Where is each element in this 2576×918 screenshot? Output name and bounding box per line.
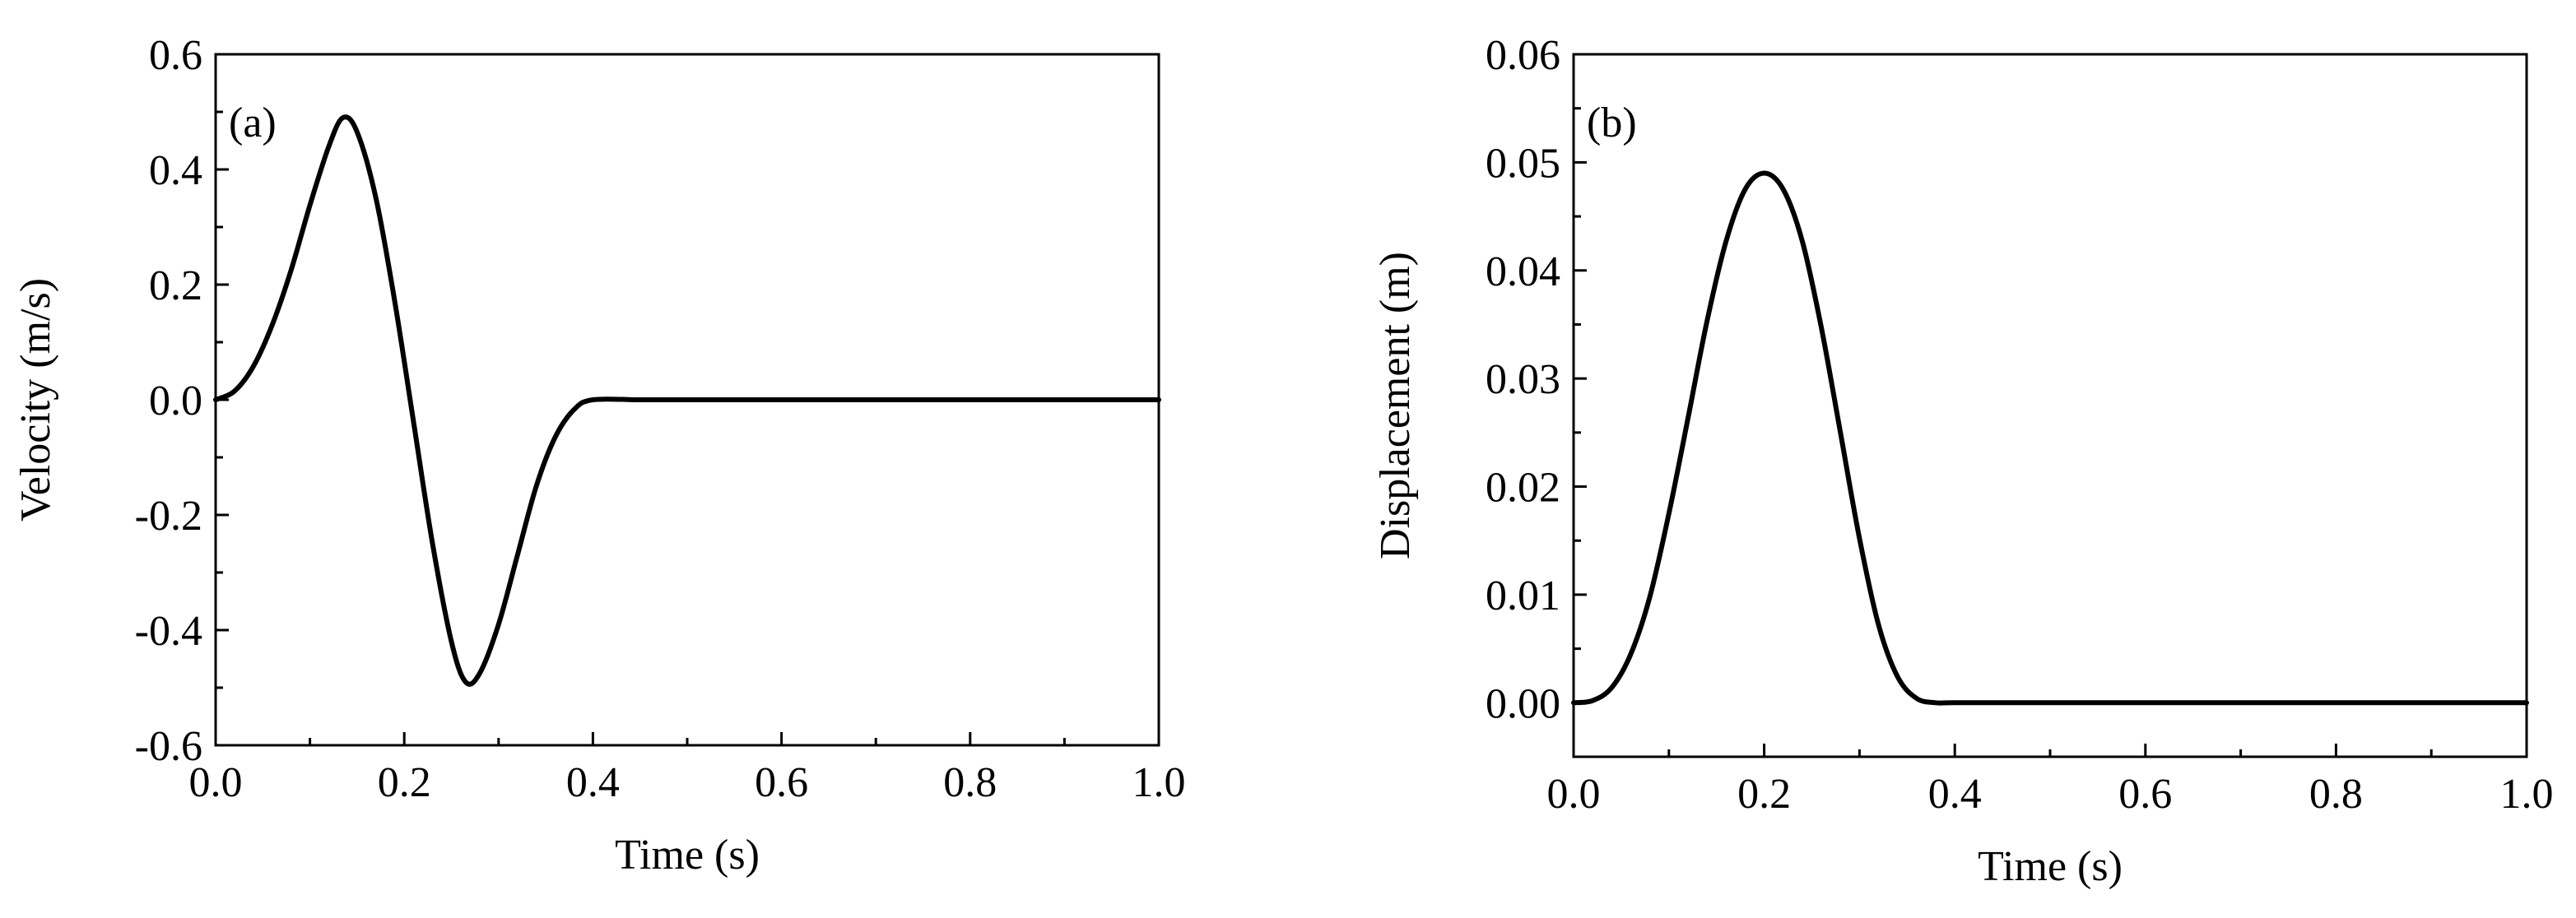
chart-1-y-tick-label: 0.00 xyxy=(1486,680,1560,727)
chart-0-y-tick-label: 0.0 xyxy=(149,378,202,424)
chart-1-x-tick-label: 1.0 xyxy=(2500,771,2554,818)
chart-1-y-tick-label: 0.01 xyxy=(1486,573,1560,619)
chart-0-y-tick-label: 0.6 xyxy=(149,32,202,79)
chart-1-y-tick-label: 0.02 xyxy=(1486,465,1560,512)
chart-0-y-axis-title: Velocity (m/s) xyxy=(12,278,59,522)
chart-1-x-axis-title: Time (s) xyxy=(1978,843,2123,890)
chart-1-x-tick-label: 0.8 xyxy=(2309,771,2363,818)
chart-0-x-axis-title: Time (s) xyxy=(615,832,760,879)
chart-0: 0.0 0.2 0.4 0.6 0.8 1.0 -0.6 -0.4 -0.2 0.0 0.2 0.4 0… xyxy=(12,32,1186,879)
chart-0-x-tick-label: 1.0 xyxy=(1132,759,1186,806)
chart-1-plot-frame xyxy=(1572,53,2528,758)
chart-0-y-tick-label: -0.2 xyxy=(135,493,202,540)
chart-0-x-tick-label: 0.2 xyxy=(378,759,431,806)
chart-0-y-tick-label: 0.2 xyxy=(149,262,202,309)
chart-0-y-tick-label: -0.6 xyxy=(135,723,202,770)
chart-1-y-axis-title: Displacement (m) xyxy=(1372,252,1419,559)
chart-1-x-tick-label: 0.4 xyxy=(1928,771,1982,818)
chart-1-y-tick-label: 0.04 xyxy=(1486,248,1560,295)
chart-1-y-tick-label: 0.03 xyxy=(1486,356,1560,403)
chart-0-x-tick-label: 0.6 xyxy=(755,759,808,806)
chart-0-x-tick-label: 0.4 xyxy=(566,759,620,806)
chart-1-x-tick-label: 0.6 xyxy=(2118,771,2172,818)
chart-1-y-tick-label: 0.05 xyxy=(1486,140,1560,187)
chart-0-y-tick-label: 0.4 xyxy=(149,147,202,194)
chart-0-x-tick-label: 0.0 xyxy=(189,759,243,806)
chart-1-x-tick-label: 0.0 xyxy=(1547,771,1601,818)
chart-1-x-tick-label: 0.2 xyxy=(1737,771,1791,818)
chart-0-panel-label: (a) xyxy=(229,100,277,146)
chart-1: 0.0 0.2 0.4 0.6 0.8 1.0 0.00 0.01 0.02 0.03 0.04 0.… xyxy=(1372,32,2554,890)
chart-0-y-tick-label: -0.4 xyxy=(135,608,202,655)
chart-0-series-line-0 xyxy=(213,114,1161,687)
chart-1-series-line-0 xyxy=(1571,170,2529,706)
chart-0-x-tick-label: 0.8 xyxy=(943,759,997,806)
chart-1-panel-label: (b) xyxy=(1587,100,1637,146)
chart-1-y-tick-label: 0.06 xyxy=(1486,32,1560,79)
